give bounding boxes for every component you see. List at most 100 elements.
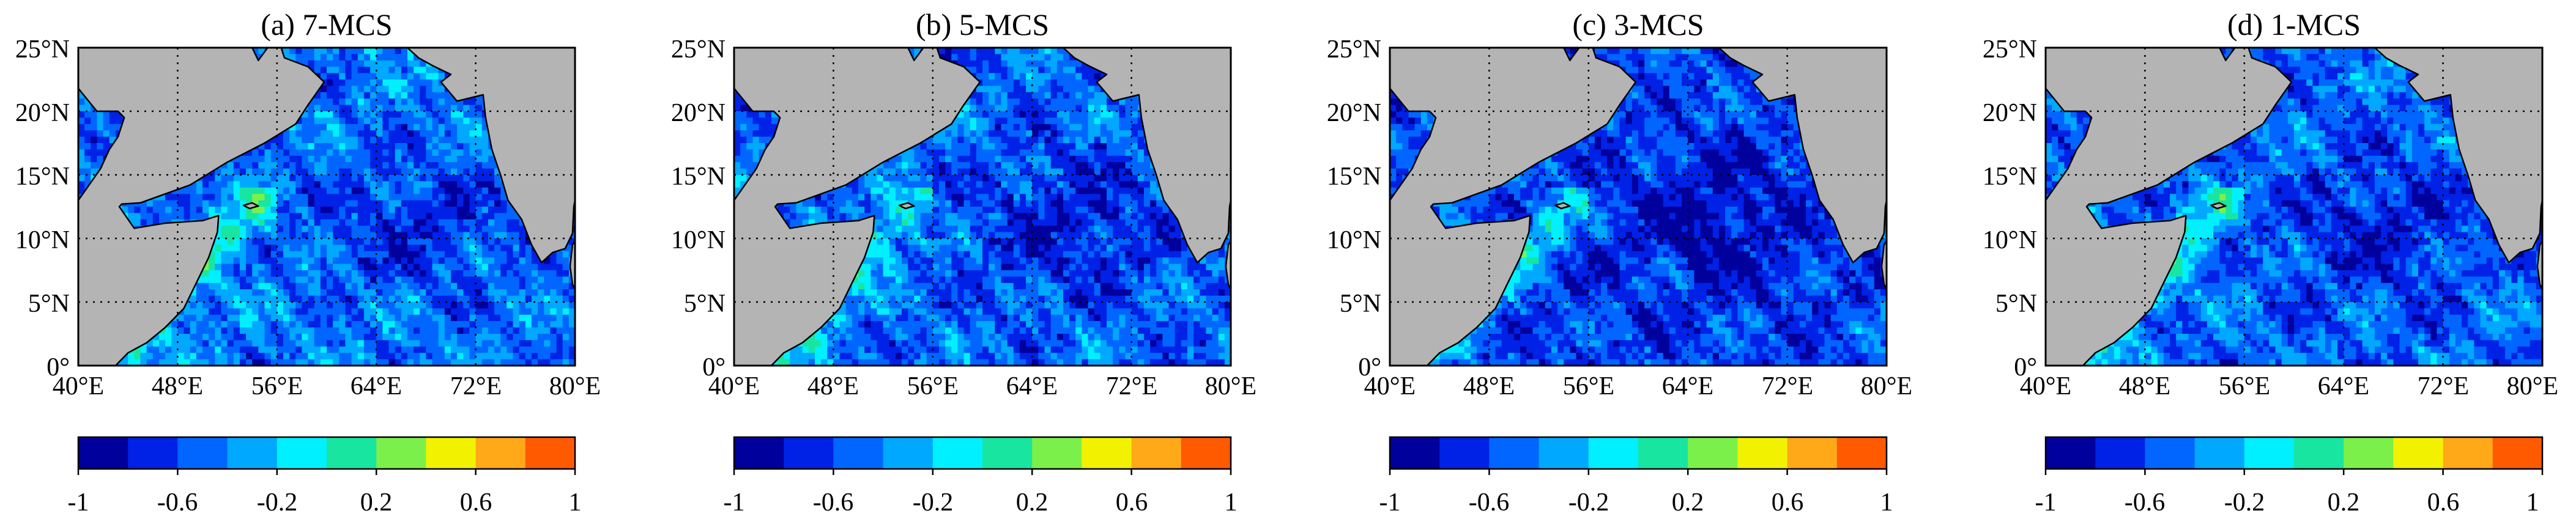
- heatmap-cell: [252, 238, 259, 245]
- heatmap-cell: [420, 207, 426, 213]
- heatmap-cell: [444, 111, 451, 118]
- heatmap-cell: [190, 207, 197, 213]
- heatmap-cell: [957, 48, 965, 54]
- heatmap-cell: [463, 136, 470, 144]
- heatmap-cell: [370, 295, 377, 303]
- heatmap-cell: [469, 308, 477, 315]
- heatmap-cell: [513, 327, 520, 334]
- heatmap-cell: [258, 219, 265, 226]
- heatmap-cell: [469, 207, 477, 213]
- heatmap-cell: [363, 67, 371, 74]
- heatmap-cell: [957, 111, 965, 118]
- heatmap-cell: [414, 194, 420, 201]
- heatmap-cell: [78, 92, 85, 99]
- heatmap-cell: [538, 302, 544, 309]
- heatmap-cell: [544, 257, 551, 265]
- heatmap-cell: [420, 340, 426, 347]
- heatmap-cell: [196, 194, 203, 201]
- heatmap-cell: [444, 168, 451, 175]
- heatmap-cell: [519, 314, 526, 322]
- heatmap-cell: [357, 270, 365, 277]
- heatmap-cell: [438, 123, 445, 131]
- heatmap-cell: [221, 353, 228, 360]
- heatmap-cell: [550, 302, 557, 309]
- heatmap-cell: [1001, 79, 1008, 86]
- heatmap-cell: [426, 270, 433, 277]
- heatmap-cell: [407, 327, 414, 334]
- heatmap-cell: [308, 276, 315, 284]
- heatmap-cell: [414, 123, 420, 131]
- heatmap-cell: [438, 270, 445, 277]
- heatmap-cell: [357, 149, 365, 157]
- heatmap-cell: [407, 143, 414, 150]
- heatmap-cell: [370, 73, 377, 80]
- heatmap-cell: [177, 200, 185, 207]
- heatmap-cell: [500, 232, 507, 239]
- heatmap-cell: [196, 314, 203, 322]
- heatmap-cell: [525, 327, 532, 334]
- heatmap-cell: [568, 340, 575, 347]
- heatmap-cell: [357, 238, 365, 245]
- heatmap-cell: [152, 334, 160, 341]
- colorbar-swatch: [376, 437, 426, 469]
- heatmap-cell: [252, 251, 259, 258]
- heatmap-cell: [525, 314, 532, 322]
- heatmap-cell: [196, 200, 203, 207]
- heatmap-cell: [1001, 86, 1008, 93]
- heatmap-cell: [295, 130, 302, 138]
- heatmap-cell: [264, 314, 272, 322]
- heatmap-cell: [314, 340, 321, 347]
- heatmap-cell: [494, 181, 501, 188]
- heatmap-cell: [345, 245, 352, 252]
- heatmap-cell: [78, 162, 85, 169]
- heatmap-cell: [302, 340, 309, 347]
- heatmap-cell: [327, 232, 333, 239]
- heatmap-cell: [333, 175, 340, 182]
- heatmap-cell: [295, 353, 302, 360]
- heatmap-cell: [500, 327, 507, 334]
- heatmap-cell: [1001, 117, 1008, 125]
- heatmap-cell: [1056, 86, 1064, 93]
- heatmap-cell: [438, 105, 445, 112]
- heatmap-cell: [339, 149, 346, 157]
- heatmap-cell: [469, 187, 477, 194]
- heatmap-cell: [302, 270, 309, 277]
- heatmap-cell: [494, 207, 501, 213]
- heatmap-cell: [1056, 73, 1064, 80]
- heatmap-cell: [320, 226, 327, 233]
- heatmap-cell: [562, 314, 570, 322]
- heatmap-cell: [370, 130, 377, 138]
- heatmap-cell: [202, 276, 209, 284]
- heatmap-cell: [109, 117, 116, 125]
- heatmap-cell: [152, 207, 160, 213]
- heatmap-cell: [519, 308, 526, 315]
- heatmap-cell: [308, 207, 315, 213]
- heatmap-cell: [233, 264, 240, 271]
- heatmap-cell: [1007, 60, 1014, 67]
- heatmap-cell: [463, 149, 470, 157]
- heatmap-cell: [233, 162, 240, 169]
- heatmap-cell: [333, 308, 340, 315]
- heatmap-cell: [370, 143, 377, 150]
- heatmap-cell: [370, 207, 377, 213]
- heatmap-cell: [562, 346, 570, 353]
- heatmap-cell: [376, 54, 383, 61]
- heatmap-cell: [333, 314, 340, 322]
- heatmap-cell: [451, 295, 458, 303]
- heatmap-cell: [320, 289, 327, 297]
- heatmap-cell: [202, 181, 209, 188]
- heatmap-cell: [376, 245, 383, 252]
- heatmap-cell: [463, 327, 470, 334]
- heatmap-cell: [481, 207, 489, 213]
- heatmap-cell: [426, 346, 433, 353]
- heatmap-cell: [289, 251, 296, 258]
- heatmap-cell: [407, 149, 414, 157]
- heatmap-cell: [500, 245, 507, 252]
- heatmap-cell: [1044, 105, 1052, 112]
- heatmap-cell: [457, 257, 464, 265]
- heatmap-cell: [270, 213, 278, 220]
- heatmap-cell: [277, 175, 284, 182]
- heatmap-cell: [475, 251, 483, 258]
- heatmap-cell: [227, 168, 234, 175]
